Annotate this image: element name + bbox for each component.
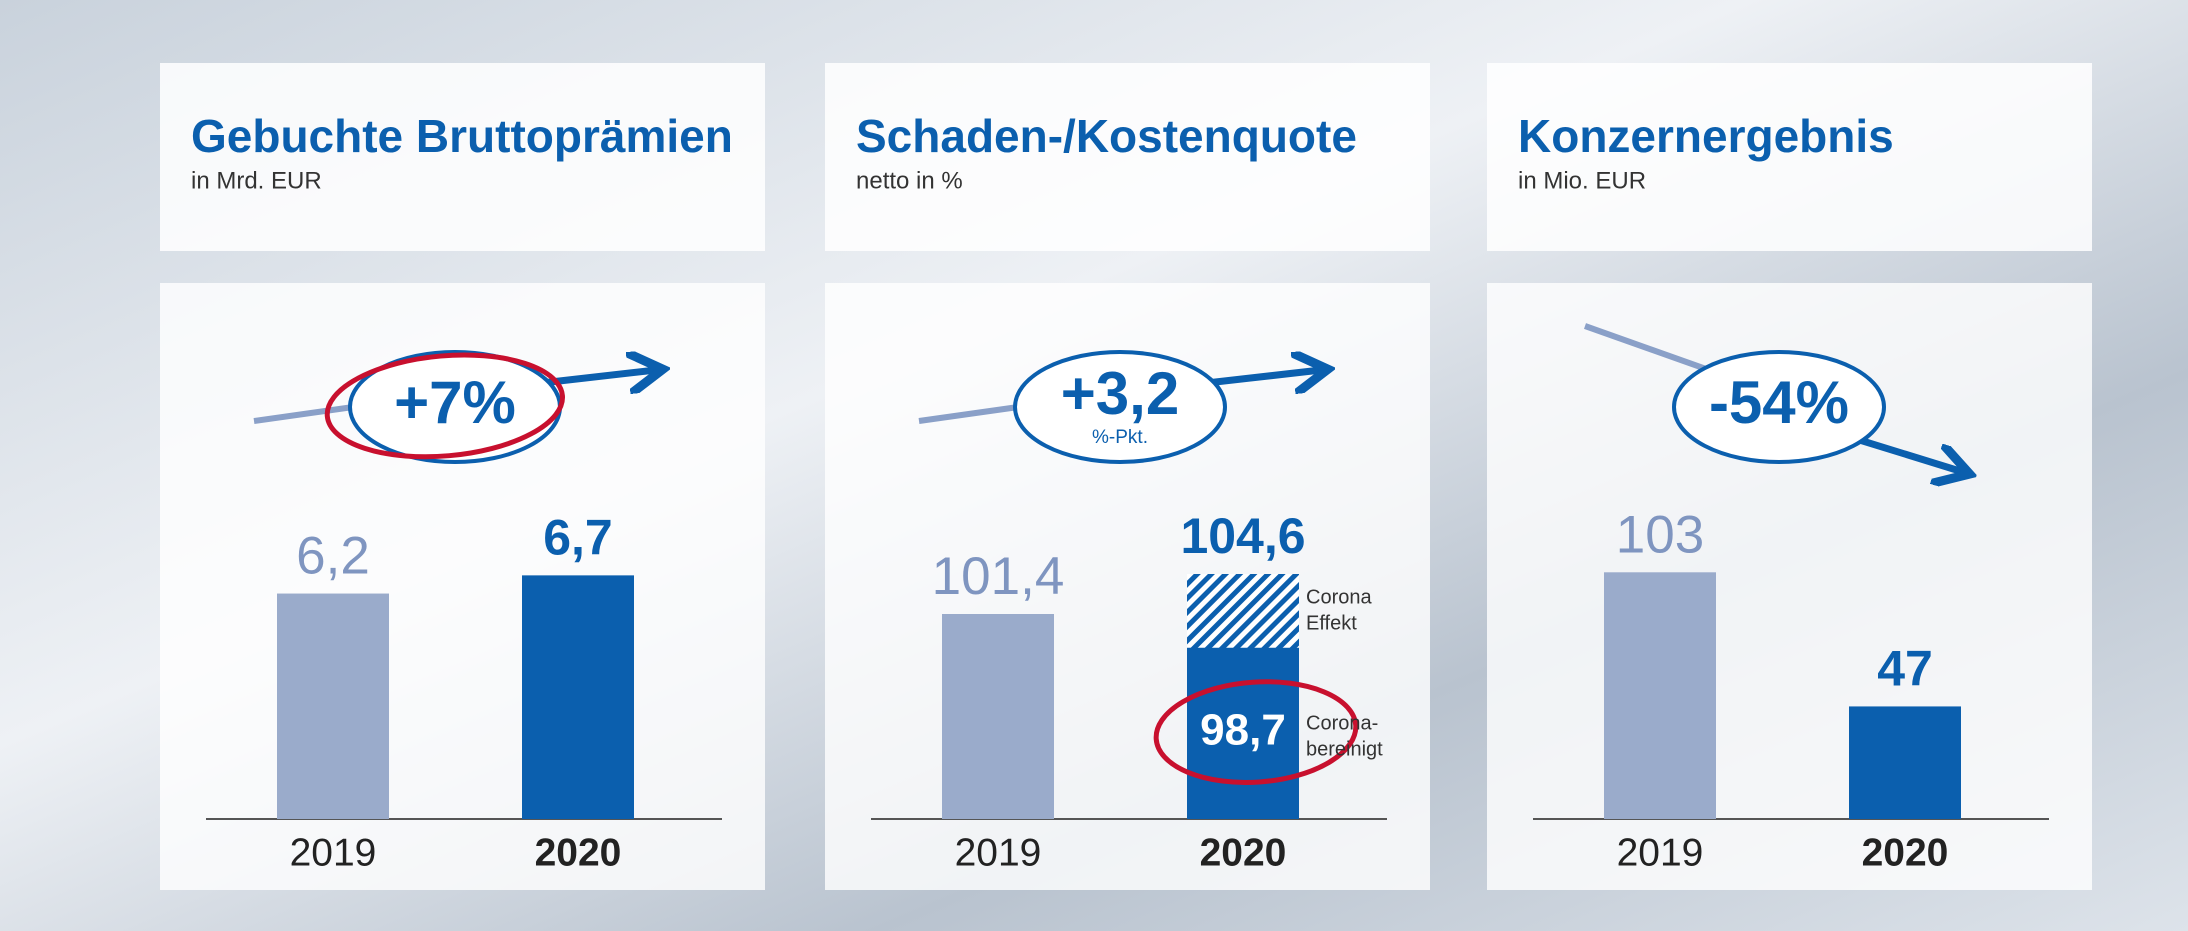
value-label: 104,6 xyxy=(1180,508,1305,564)
x-tick-label: 2019 xyxy=(955,831,1042,874)
value-label: 6,7 xyxy=(543,510,613,566)
segment-name: Effekt xyxy=(1306,612,1357,634)
bar xyxy=(942,614,1054,819)
chart-subtitle: in Mio. EUR xyxy=(1518,167,1646,194)
page: Gebuchte Bruttoprämien in Mrd. EUR 6,2 2019… xyxy=(0,0,2188,931)
bar xyxy=(277,594,389,819)
segment-name: bereinigt xyxy=(1306,738,1383,760)
bar xyxy=(522,575,634,819)
x-tick-label: 2019 xyxy=(1617,831,1704,874)
value-label: 101,4 xyxy=(932,547,1065,606)
slide: Gebuchte Bruttoprämien in Mrd. EUR 6,2 2019… xyxy=(0,0,2188,931)
chart-title: Konzernergebnis xyxy=(1518,110,1894,162)
annotation: +3,2 xyxy=(1061,360,1179,427)
annotation: -54% xyxy=(1709,369,1849,436)
chart-subtitle: in Mrd. EUR xyxy=(191,167,322,194)
x-tick-label: 2020 xyxy=(535,831,622,874)
value-label: 6,2 xyxy=(296,527,370,586)
bar xyxy=(1849,706,1961,819)
value-label: 47 xyxy=(1877,641,1933,697)
segment-name: Corona xyxy=(1306,586,1372,608)
x-tick-label: 2020 xyxy=(1862,831,1949,874)
chart-subtitle: netto in % xyxy=(856,167,963,194)
chart-title: Schaden-/Kostenquote xyxy=(856,110,1357,162)
chart-title: Gebuchte Bruttoprämien xyxy=(191,110,733,162)
x-tick-label: 2019 xyxy=(290,831,377,874)
annotation-unit: %-Pkt. xyxy=(1092,427,1148,448)
annotation: +7% xyxy=(394,369,516,436)
value-label: 103 xyxy=(1616,505,1704,564)
segment-name: Corona- xyxy=(1306,712,1378,734)
x-tick-label: 2020 xyxy=(1200,831,1287,874)
bar xyxy=(1604,572,1716,819)
segment-label: 98,7 xyxy=(1200,706,1286,755)
